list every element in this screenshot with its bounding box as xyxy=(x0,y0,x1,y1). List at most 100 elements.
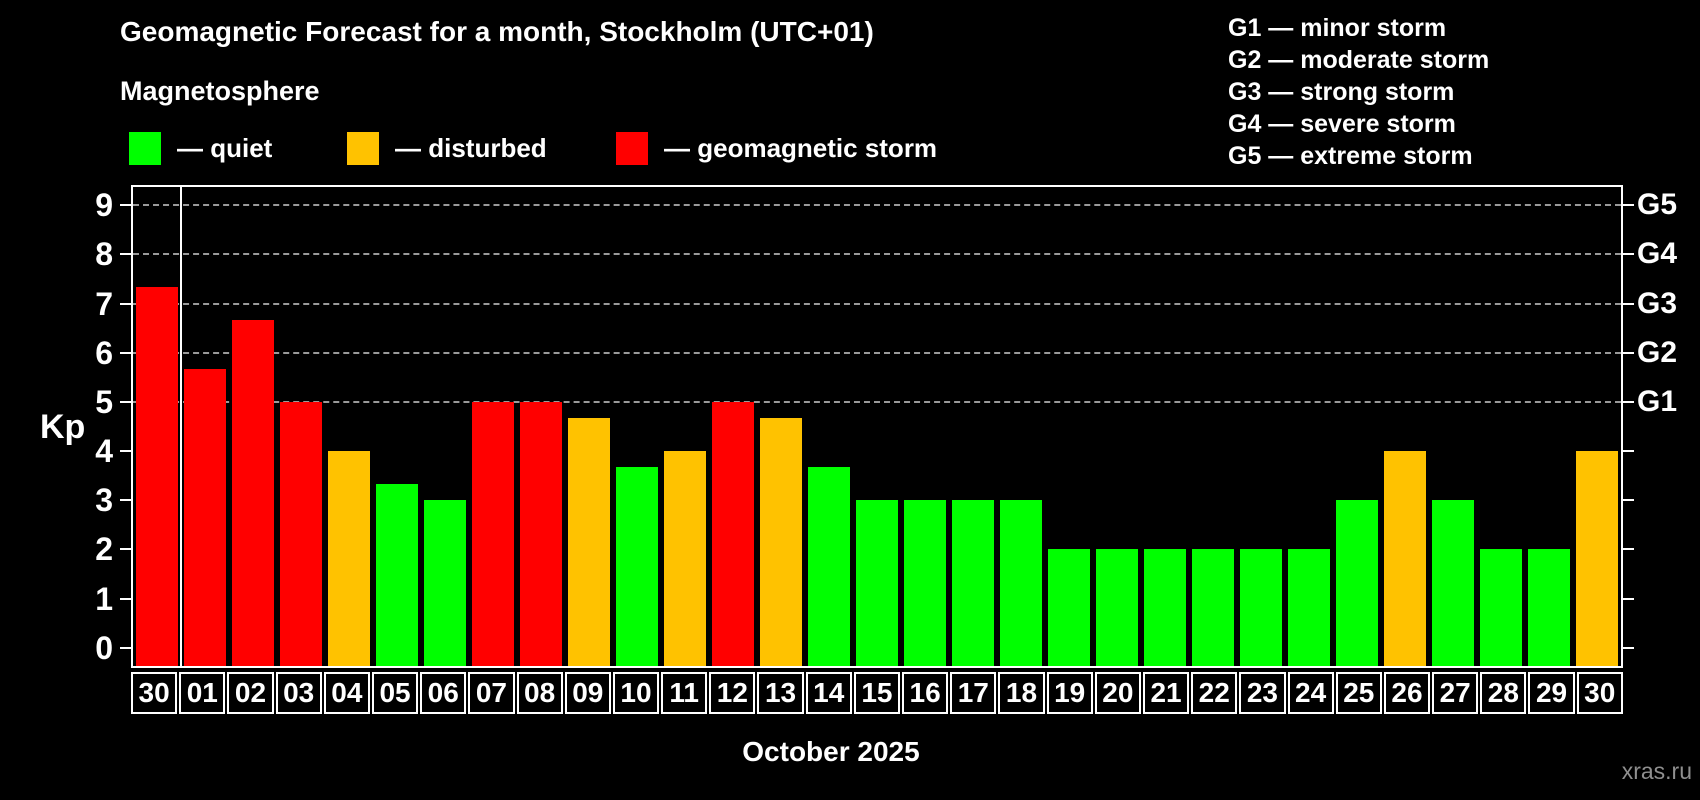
storm-color-swatch xyxy=(616,131,648,165)
bar-day-22 xyxy=(1192,549,1234,666)
legend-label-disturbed: — disturbed xyxy=(395,132,547,163)
gridline-kp9 xyxy=(133,204,1621,207)
y-axis-tick xyxy=(120,400,131,403)
bar-day-12 xyxy=(712,401,754,666)
day-label-06: 06 xyxy=(420,672,467,714)
bar-day-02 xyxy=(232,319,274,666)
right-axis-tick xyxy=(1623,646,1634,649)
y-axis-tick xyxy=(120,253,131,256)
day-label-30: 30 xyxy=(131,672,178,714)
g-axis-label-g3: G3 xyxy=(1637,286,1678,320)
kp-axis-label: Kp xyxy=(40,408,86,446)
y-tick-label: 0 xyxy=(95,629,113,666)
day-label-28: 28 xyxy=(1480,672,1527,714)
day-label-16: 16 xyxy=(902,672,949,714)
bar-day-10 xyxy=(616,467,658,666)
right-axis-tick xyxy=(1623,400,1634,403)
bar-day-08 xyxy=(520,401,562,666)
g-legend-line: G4 — severe storm xyxy=(1228,110,1456,138)
bar-day-06 xyxy=(424,500,466,666)
quiet-color-swatch xyxy=(129,131,161,165)
y-axis-tick xyxy=(120,597,131,600)
y-tick-label: 4 xyxy=(95,433,113,470)
g-scale-legend: G1 — minor storm G2 — moderate storm G3 — … xyxy=(1228,12,1489,172)
legend-label-storm: — geomagnetic storm xyxy=(664,132,938,163)
right-axis-tick xyxy=(1623,548,1634,551)
bar-day-20 xyxy=(1096,549,1138,666)
day-label-14: 14 xyxy=(805,672,852,714)
bar-day-23 xyxy=(1240,549,1282,666)
legend-item-disturbed: — disturbed xyxy=(347,131,547,165)
day-label-19: 19 xyxy=(1046,672,1093,714)
day-label-15: 15 xyxy=(853,672,900,714)
day-label-20: 20 xyxy=(1094,672,1141,714)
watermark: xras.ru xyxy=(1621,758,1692,784)
g-legend-line: G3 — strong storm xyxy=(1228,78,1455,106)
right-axis-tick xyxy=(1623,351,1634,354)
day-label-02: 02 xyxy=(227,672,274,714)
day-label-09: 09 xyxy=(564,672,611,714)
bar-day-17 xyxy=(952,500,994,666)
legend-label-quiet: — quiet xyxy=(177,132,273,163)
day-label-30: 30 xyxy=(1576,672,1623,714)
right-axis-tick xyxy=(1623,253,1634,256)
bar-day-26 xyxy=(1384,451,1426,666)
g-legend-line: G1 — minor storm xyxy=(1228,14,1447,42)
bar-day-07 xyxy=(472,401,514,666)
day-label-27: 27 xyxy=(1432,672,1479,714)
day-label-05: 05 xyxy=(371,672,419,714)
bar-day-05 xyxy=(376,484,418,666)
month-label: October 2025 xyxy=(742,736,920,767)
y-axis-tick xyxy=(120,499,131,502)
bar-day-15 xyxy=(856,500,898,666)
right-axis-tick xyxy=(1623,204,1634,207)
bar-day-03 xyxy=(280,401,322,666)
y-axis-tick xyxy=(120,204,131,207)
day-label-12: 12 xyxy=(709,672,756,714)
plot-area: 0 1 2 3 4 5 6 7 8 9 G1 G2 G3 G4 G5 xyxy=(95,185,1677,668)
day-label-23: 23 xyxy=(1239,672,1286,714)
day-label-29: 29 xyxy=(1528,672,1575,714)
bar-day-28 xyxy=(1480,549,1522,666)
bar-day-09 xyxy=(568,418,610,666)
day-axis-row: 30 01 02 03 04 05 06 07 08 09 10 11 12 13 14 15 16 17 18 19… xyxy=(131,672,1623,714)
y-tick-label: 7 xyxy=(95,285,113,322)
bar-day-14 xyxy=(808,467,850,666)
day-label-13: 13 xyxy=(757,672,804,714)
g-legend-line: G2 — moderate storm xyxy=(1228,46,1490,74)
g-legend-line: G5 — extreme storm xyxy=(1228,142,1473,170)
bar-day-21 xyxy=(1144,549,1186,666)
bar-day-25 xyxy=(1336,500,1378,666)
chart-subtitle: Magnetosphere xyxy=(120,76,320,106)
y-tick-label: 1 xyxy=(95,580,113,617)
day-label-17: 17 xyxy=(950,672,997,714)
y-tick-label: 2 xyxy=(95,531,113,568)
day-label-04: 04 xyxy=(323,672,370,714)
right-axis-tick xyxy=(1623,302,1634,305)
day-label-26: 26 xyxy=(1383,672,1431,714)
gridline-kp8 xyxy=(133,253,1621,256)
bar-day-27 xyxy=(1432,500,1474,666)
bar-day-01 xyxy=(184,368,226,666)
day-label-10: 10 xyxy=(612,672,660,714)
right-axis-tick xyxy=(1623,499,1634,502)
day-label-25: 25 xyxy=(1335,672,1382,714)
gridline-kp6 xyxy=(133,351,1621,354)
gridline-kp7 xyxy=(133,302,1621,305)
bar-day-24 xyxy=(1288,549,1330,666)
y-tick-label: 5 xyxy=(95,383,113,420)
disturbed-color-swatch xyxy=(347,131,379,165)
day-label-08: 08 xyxy=(516,672,563,714)
y-axis-tick xyxy=(120,302,131,305)
g-axis-label-g2: G2 xyxy=(1637,335,1678,369)
y-tick-label: 8 xyxy=(95,236,113,273)
bar-day-29 xyxy=(1528,549,1570,666)
bar-day-11 xyxy=(664,451,706,666)
y-axis-tick xyxy=(120,450,131,453)
day-label-01: 01 xyxy=(179,672,226,714)
day-label-03: 03 xyxy=(275,672,322,714)
right-axis-tick xyxy=(1623,597,1634,600)
legend-item-storm: — geomagnetic storm xyxy=(616,131,937,165)
bar-day-16 xyxy=(904,500,946,666)
day-label-24: 24 xyxy=(1287,672,1334,714)
